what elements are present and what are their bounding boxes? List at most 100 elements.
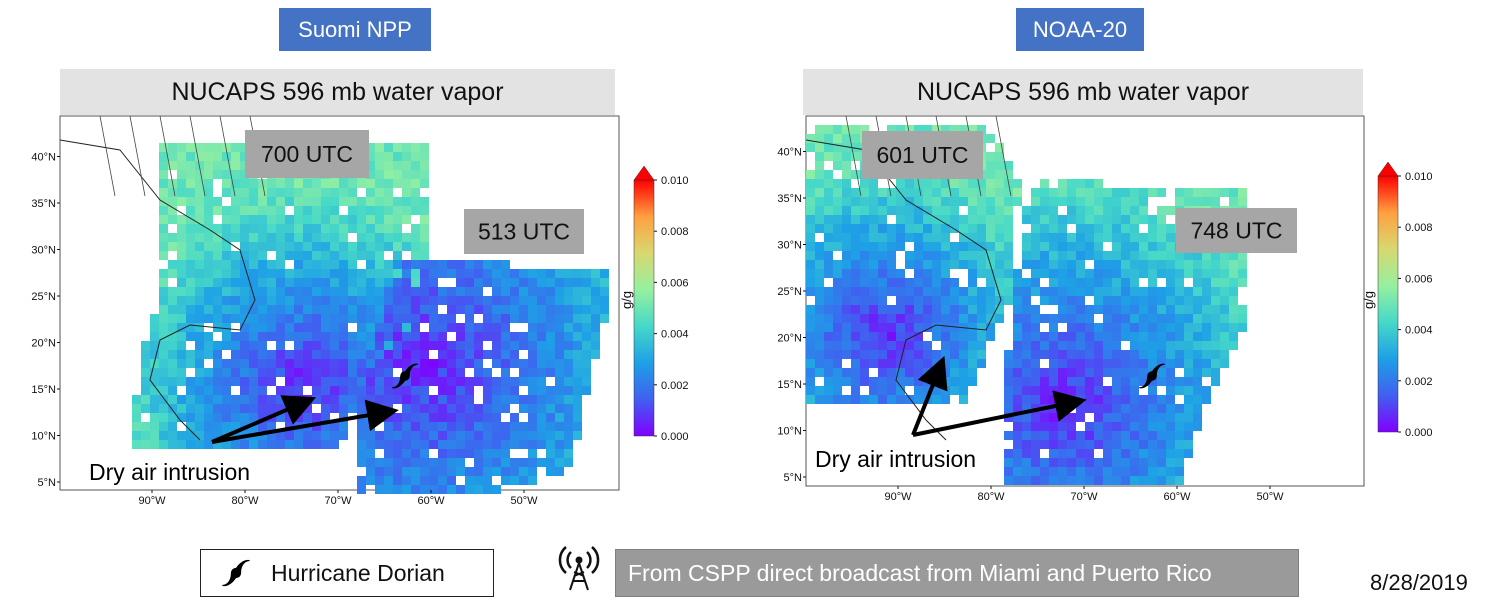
coastline-path: [805, 139, 1002, 441]
vapor-pixel: [1112, 458, 1121, 467]
vapor-pixel: [1004, 449, 1013, 458]
vapor-pixel: [249, 305, 258, 314]
vapor-pixel: [456, 287, 465, 296]
vapor-pixel: [492, 332, 501, 341]
vapor-pixel: [995, 224, 1004, 233]
vapor-pixel: [1139, 368, 1148, 377]
vapor-pixel: [240, 170, 249, 179]
vapor-pixel: [447, 305, 456, 314]
vapor-pixel: [1031, 305, 1040, 314]
vapor-pixel: [519, 332, 528, 341]
vapor-pixel: [833, 242, 842, 251]
vapor-pixel: [842, 305, 851, 314]
vapor-pixel: [923, 215, 932, 224]
vapor-pixel: [375, 395, 384, 404]
vapor-pixel: [564, 296, 573, 305]
vapor-pixel: [537, 341, 546, 350]
vapor-pixel: [950, 368, 959, 377]
vapor-pixel: [1121, 404, 1130, 413]
vapor-pixel: [1157, 341, 1166, 350]
vapor-pixel: [330, 440, 339, 449]
vapor-pixel: [330, 233, 339, 242]
vapor-pixel: [815, 314, 824, 323]
vapor-pixel: [186, 377, 195, 386]
vapor-pixel: [222, 224, 231, 233]
vapor-pixel: [1157, 287, 1166, 296]
time-box-label: 700 UTC: [261, 141, 353, 167]
vapor-pixel: [1148, 413, 1157, 422]
vapor-pixel: [1112, 476, 1121, 485]
vapor-pixel: [1121, 278, 1130, 287]
vapor-pixel: [1103, 197, 1112, 206]
vapor-pixel: [186, 269, 195, 278]
vapor-pixel: [357, 386, 366, 395]
vapor-pixel: [330, 206, 339, 215]
vapor-pixel: [860, 296, 869, 305]
vapor-pixel: [321, 260, 330, 269]
vapor-pixel: [420, 467, 429, 476]
vapor-pixel: [204, 332, 213, 341]
vapor-pixel: [977, 314, 986, 323]
vapor-pixel: [968, 125, 977, 134]
vapor-pixel: [438, 413, 447, 422]
vapor-pixel: [860, 125, 869, 134]
vapor-pixel: [546, 458, 555, 467]
vapor-pixel: [1094, 467, 1103, 476]
vapor-pixel: [1184, 269, 1193, 278]
vapor-pixel: [1166, 224, 1175, 233]
vapor-pixel: [600, 287, 609, 296]
vapor-pixel: [1220, 188, 1229, 197]
vapor-pixel: [1112, 314, 1121, 323]
vapor-pixel: [842, 368, 851, 377]
vapor-pixel: [384, 188, 393, 197]
vapor-pixel: [896, 368, 905, 377]
vapor-pixel: [1031, 467, 1040, 476]
vapor-pixel: [186, 242, 195, 251]
vapor-pixel: [932, 233, 941, 242]
vapor-pixel: [564, 323, 573, 332]
vapor-pixel: [1139, 458, 1148, 467]
vapor-pixel: [348, 251, 357, 260]
vapor-pixel: [402, 332, 411, 341]
vapor-pixel: [941, 323, 950, 332]
vapor-pixel: [1076, 395, 1085, 404]
vapor-pixel: [905, 278, 914, 287]
vapor-pixel: [1112, 404, 1121, 413]
vapor-pixel: [896, 377, 905, 386]
vapor-pixel: [1148, 377, 1157, 386]
vapor-pixel: [941, 188, 950, 197]
vapor-pixel: [375, 296, 384, 305]
vapor-pixel: [303, 179, 312, 188]
vapor-pixel: [860, 251, 869, 260]
vapor-pixel: [959, 260, 968, 269]
vapor-pixel: [842, 332, 851, 341]
vapor-pixel: [833, 197, 842, 206]
vapor-pixel: [573, 278, 582, 287]
vapor-pixel: [339, 332, 348, 341]
vapor-pixel: [438, 323, 447, 332]
vapor-pixel: [1040, 422, 1049, 431]
vapor-pixel: [986, 215, 995, 224]
vapor-pixel: [483, 467, 492, 476]
vapor-pixel: [851, 143, 860, 152]
vapor-pixel: [986, 197, 995, 206]
vapor-pixel: [573, 296, 582, 305]
vapor-pixel: [968, 206, 977, 215]
vapor-pixel: [869, 233, 878, 242]
vapor-pixel: [186, 323, 195, 332]
vapor-pixel: [384, 431, 393, 440]
vapor-pixel: [815, 359, 824, 368]
vapor-pixel: [1175, 332, 1184, 341]
vapor-pixel: [914, 323, 923, 332]
vapor-pixel: [1022, 287, 1031, 296]
vapor-pixel: [959, 188, 968, 197]
vapor-pixel: [276, 188, 285, 197]
vapor-pixel: [1229, 251, 1238, 260]
vapor-pixel: [941, 332, 950, 341]
vapor-pixel: [1031, 269, 1040, 278]
vapor-pixel: [1103, 332, 1112, 341]
vapor-pixel: [267, 305, 276, 314]
vapor-pixel: [267, 278, 276, 287]
vapor-pixel: [815, 143, 824, 152]
vapor-pixel: [258, 233, 267, 242]
